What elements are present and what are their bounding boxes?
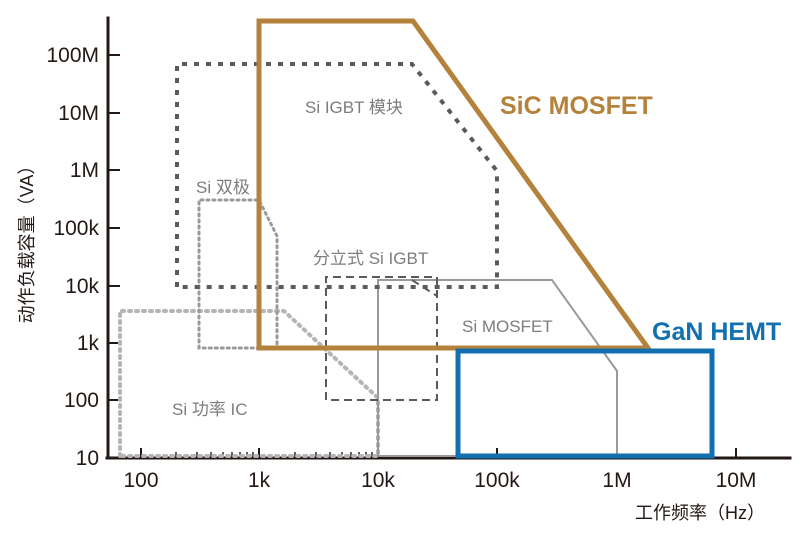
- y-tick-label: 10M: [58, 102, 99, 125]
- region-si-mosfet-outline: [377, 279, 618, 457]
- x-tick-label: 10M: [716, 469, 757, 492]
- region-discrete-si-igbt-outline: [325, 276, 438, 401]
- y-tick-label: 100k: [53, 217, 99, 240]
- label-discrete-si-igbt: 分立式 Si IGBT: [313, 249, 428, 268]
- region-si-bipolar-outline: [197, 198, 279, 350]
- x-axis-title: 工作频率（Hz）: [635, 503, 765, 523]
- label-sic-mosfet: SiC MOSFET: [500, 92, 653, 120]
- y-tick-labels: 100M 10M 1M 100k 10k 1k 100 10: [46, 44, 99, 470]
- y-tick-label: 100: [64, 389, 99, 412]
- label-gan-hemt: GaN HEMT: [652, 318, 781, 346]
- region-si-power-ic-outline: [118, 309, 380, 458]
- y-tick-label: 10: [76, 447, 99, 470]
- y-axis-title: 动作负载容量（VA）: [17, 157, 37, 324]
- region-sic-mosfet-outline: [256, 18, 653, 351]
- y-tick-label: 1M: [70, 159, 99, 182]
- y-tick-label: 10k: [65, 275, 99, 298]
- x-tick-labels: 100 1k 10k 100k 1M 10M: [123, 469, 756, 492]
- x-tick-label: 1M: [602, 469, 631, 492]
- label-si-power-ic: Si 功率 IC: [172, 400, 248, 419]
- x-tick-label: 1k: [248, 469, 271, 492]
- axis-group: 100M 10M 1M 100k 10k 1k 100 10 100 1k 10…: [17, 16, 792, 523]
- label-si-bipolar: Si 双极: [196, 178, 250, 197]
- x-tick-label: 100: [123, 469, 158, 492]
- y-tick-label: 1k: [77, 332, 100, 355]
- label-si-igbt-module: Si IGBT 模块: [305, 98, 403, 117]
- x-tick-label: 10k: [361, 469, 395, 492]
- y-tick-label: 100M: [46, 44, 99, 67]
- label-si-mosfet: Si MOSFET: [462, 317, 553, 336]
- x-tick-label: 100k: [474, 469, 520, 492]
- region-gan-hemt-outline: [455, 348, 715, 459]
